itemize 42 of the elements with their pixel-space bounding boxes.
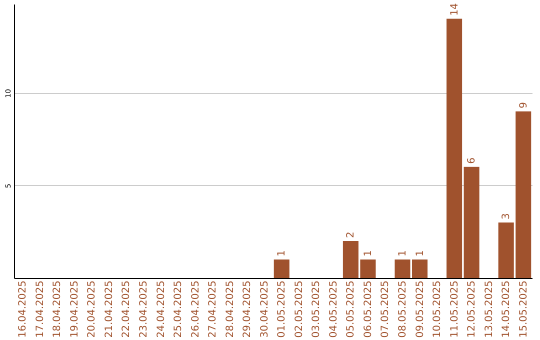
bar <box>446 18 462 278</box>
x-tick-label: 29.04.2025 <box>242 280 254 338</box>
x-tick-label: 04.05.2025 <box>328 280 340 338</box>
x-tick-label: 06.05.2025 <box>362 280 374 338</box>
data-label: 1 <box>398 250 408 256</box>
x-tick-label: 20.04.2025 <box>86 280 98 338</box>
x-tick-label: 14.05.2025 <box>501 280 512 338</box>
data-label: 1 <box>276 250 288 256</box>
x-tick-label: 05.05.2025 <box>346 280 357 338</box>
x-tick-label: 01.05.2025 <box>276 280 288 338</box>
x-tick-label: 22.04.2025 <box>121 280 132 338</box>
x-tick-label: 27.04.2025 <box>208 280 219 338</box>
data-label: 2 <box>346 232 357 238</box>
x-tick-label: 03.05.2025 <box>311 280 322 338</box>
x-tick-label: 17.04.2025 <box>34 280 46 338</box>
x-tick-label: 18.04.2025 <box>52 280 64 338</box>
data-label: 6 <box>466 158 478 164</box>
x-tick-label: 26.04.2025 <box>190 280 202 338</box>
x-tick-label: 19.04.2025 <box>69 280 80 338</box>
data-label: 1 <box>414 250 426 256</box>
x-tick-label: 09.05.2025 <box>414 280 426 338</box>
bar <box>274 259 290 278</box>
data-label: 1 <box>362 250 374 256</box>
bar <box>464 166 480 278</box>
x-tick-label: 13.05.2025 <box>484 280 495 338</box>
x-tick-label: 16.04.2025 <box>18 280 29 338</box>
data-label: 14 <box>449 3 460 16</box>
data-label: 3 <box>501 213 512 220</box>
x-tick-label: 23.04.2025 <box>138 280 150 338</box>
data-label: 9 <box>518 102 530 108</box>
x-tick-label: 15.05.2025 <box>518 280 530 338</box>
x-tick-label: 30.04.2025 <box>259 280 270 338</box>
x-tick-label: 02.05.2025 <box>294 280 305 338</box>
x-tick-label: 12.05.2025 <box>466 280 478 338</box>
x-tick-label: 21.04.2025 <box>104 280 115 338</box>
x-tick-label: 08.05.2025 <box>398 280 408 338</box>
x-tick-label: 11.05.2025 <box>449 280 460 338</box>
x-tick-label: 10.05.2025 <box>432 280 444 338</box>
x-tick-label: 24.04.2025 <box>156 280 167 338</box>
x-tick-label: 07.05.2025 <box>380 280 392 338</box>
x-tick-label: 25.04.2025 <box>173 280 184 338</box>
x-tick-label: 28.04.2025 <box>224 280 236 338</box>
